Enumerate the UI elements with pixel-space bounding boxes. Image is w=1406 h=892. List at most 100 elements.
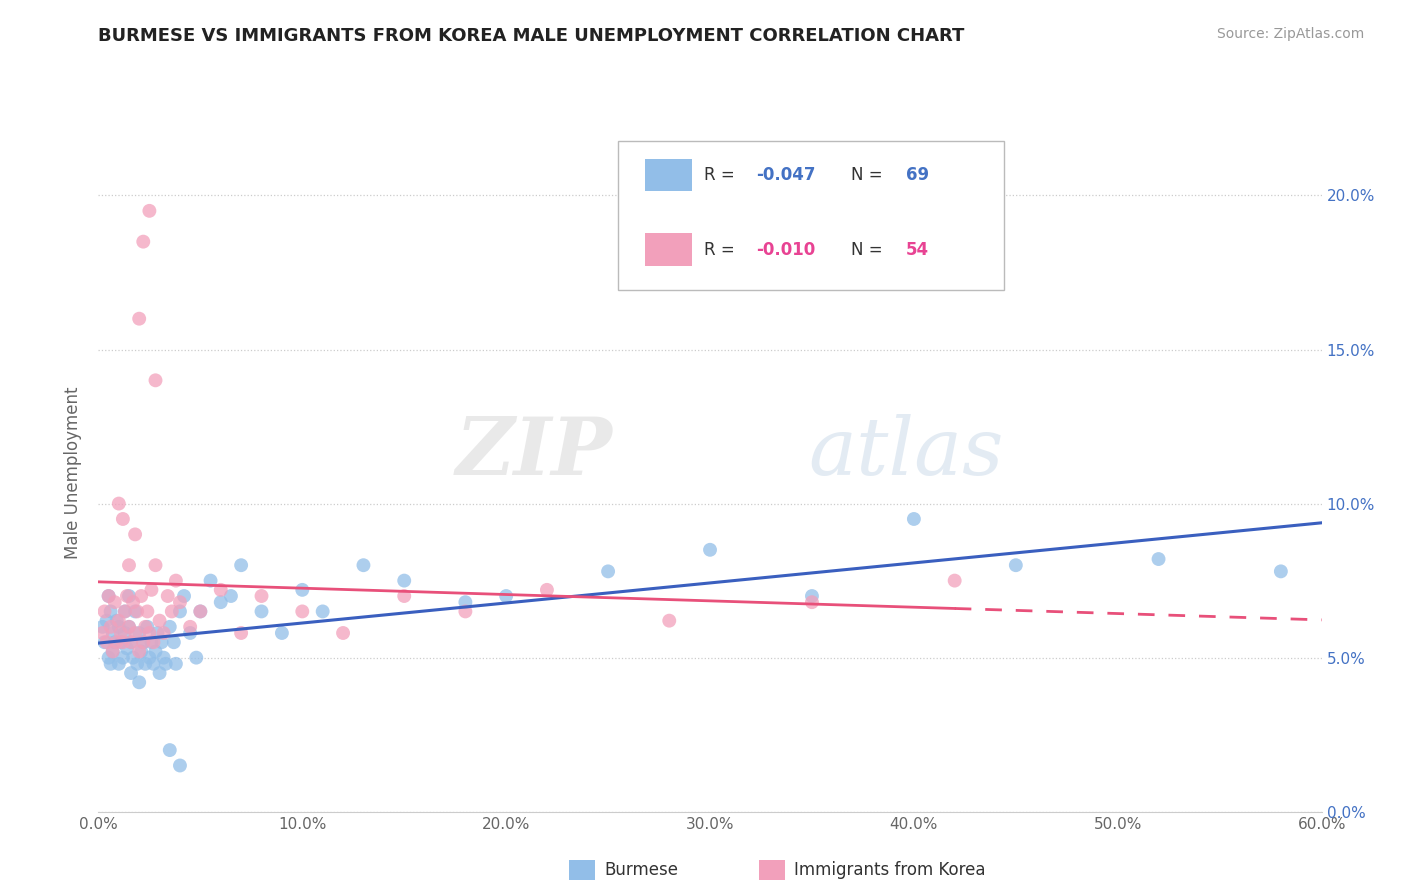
- Point: [163, 635, 186, 649]
- Point: [136, 620, 159, 634]
- Point: [149, 614, 172, 628]
- Point: [110, 635, 132, 649]
- Point: [250, 589, 273, 603]
- Text: -0.047: -0.047: [756, 166, 815, 184]
- Point: [108, 614, 131, 628]
- Point: [101, 626, 124, 640]
- Text: N =: N =: [851, 241, 887, 259]
- Point: [152, 626, 174, 640]
- Point: [145, 644, 167, 658]
- Point: [114, 604, 136, 618]
- Point: [219, 589, 242, 603]
- Point: [114, 604, 136, 618]
- Point: [124, 527, 146, 541]
- Text: Source: ZipAtlas.com: Source: ZipAtlas.com: [1216, 27, 1364, 41]
- Point: [114, 626, 136, 640]
- Point: [699, 542, 721, 557]
- Point: [801, 589, 824, 603]
- Point: [111, 650, 134, 665]
- Text: Burmese: Burmese: [605, 861, 679, 879]
- Point: [97, 589, 120, 603]
- Point: [392, 589, 416, 603]
- Point: [129, 589, 152, 603]
- Point: [250, 604, 273, 618]
- Point: [101, 644, 124, 658]
- Point: [100, 657, 122, 671]
- Point: [160, 604, 183, 618]
- Point: [96, 635, 118, 649]
- Point: [105, 614, 128, 628]
- Point: [120, 666, 142, 681]
- Point: [97, 589, 120, 603]
- Point: [801, 595, 824, 609]
- Point: [142, 635, 165, 649]
- Text: BURMESE VS IMMIGRANTS FROM KOREA MALE UNEMPLOYMENT CORRELATION CHART: BURMESE VS IMMIGRANTS FROM KOREA MALE UN…: [98, 27, 965, 45]
- Point: [352, 558, 374, 573]
- Point: [93, 635, 115, 649]
- Point: [132, 635, 155, 649]
- Point: [108, 497, 131, 511]
- Point: [128, 675, 150, 690]
- Point: [97, 650, 120, 665]
- Point: [120, 635, 142, 649]
- Point: [291, 604, 314, 618]
- Point: [179, 620, 201, 634]
- Point: [186, 650, 208, 665]
- Point: [118, 589, 141, 603]
- Point: [159, 620, 181, 634]
- Point: [149, 666, 172, 681]
- Point: [118, 620, 141, 634]
- Point: [152, 650, 174, 665]
- Point: [155, 657, 177, 671]
- Point: [141, 582, 163, 597]
- Point: [105, 635, 128, 649]
- Point: [118, 620, 141, 634]
- Point: [1147, 552, 1170, 566]
- Point: [165, 574, 187, 588]
- Point: [169, 758, 191, 772]
- Point: [658, 614, 681, 628]
- Point: [173, 589, 195, 603]
- Point: [231, 558, 253, 573]
- Point: [146, 626, 169, 640]
- Point: [188, 604, 212, 618]
- Point: [209, 595, 232, 609]
- Bar: [645, 234, 692, 266]
- Point: [495, 589, 517, 603]
- Point: [138, 203, 160, 218]
- Point: [128, 311, 150, 326]
- Point: [159, 743, 181, 757]
- Point: [145, 373, 167, 387]
- Point: [138, 650, 160, 665]
- Point: [100, 620, 122, 634]
- Point: [1004, 558, 1026, 573]
- Point: [200, 574, 222, 588]
- Point: [392, 574, 416, 588]
- Text: ZIP: ZIP: [456, 414, 612, 491]
- Y-axis label: Male Unemployment: Male Unemployment: [65, 386, 83, 559]
- Point: [128, 626, 150, 640]
- Point: [120, 635, 142, 649]
- Text: 69: 69: [905, 166, 929, 184]
- Point: [291, 582, 314, 597]
- Point: [104, 595, 127, 609]
- Point: [111, 512, 134, 526]
- Point: [165, 657, 187, 671]
- Point: [454, 604, 477, 618]
- Point: [231, 626, 253, 640]
- Point: [100, 604, 122, 618]
- Point: [115, 589, 138, 603]
- Point: [122, 650, 145, 665]
- Text: N =: N =: [851, 166, 887, 184]
- Point: [169, 604, 191, 618]
- Point: [111, 635, 134, 649]
- Point: [115, 641, 138, 656]
- Point: [127, 657, 149, 671]
- Point: [101, 644, 124, 658]
- Point: [188, 604, 212, 618]
- Text: R =: R =: [704, 241, 740, 259]
- Point: [132, 235, 155, 249]
- Point: [145, 558, 167, 573]
- Point: [128, 644, 150, 658]
- Point: [454, 595, 477, 609]
